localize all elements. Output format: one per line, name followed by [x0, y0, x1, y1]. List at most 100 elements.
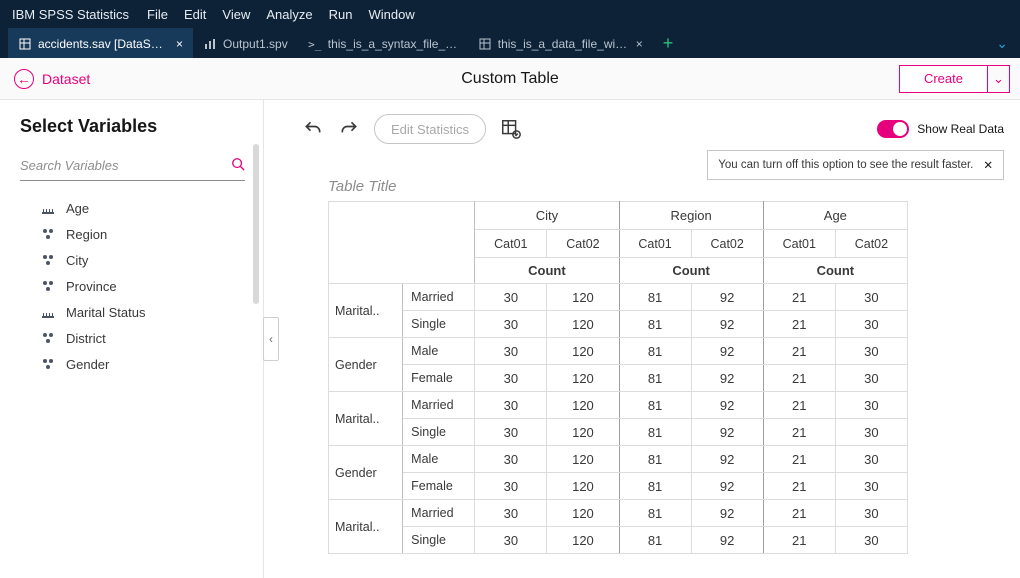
tab-type-icon: >_: [308, 37, 322, 51]
cell: 21: [763, 365, 835, 392]
back-to-dataset-link[interactable]: ← Dataset: [14, 69, 90, 89]
table-row: Marital..Married3012081922130: [329, 500, 908, 527]
cell: 21: [763, 311, 835, 338]
show-real-data-toggle[interactable]: [877, 120, 909, 138]
row-group: Gender: [329, 446, 403, 500]
edit-statistics-button[interactable]: Edit Statistics: [374, 114, 486, 144]
variable-item[interactable]: Region: [40, 221, 245, 247]
cell: 92: [691, 446, 763, 473]
cell: 30: [835, 473, 907, 500]
cell: 21: [763, 446, 835, 473]
cell: 120: [547, 527, 619, 554]
variable-item[interactable]: City: [40, 247, 245, 273]
tab-type-icon: [478, 37, 492, 51]
menu-run[interactable]: Run: [329, 7, 353, 22]
variable-item[interactable]: District: [40, 325, 245, 351]
cell: 30: [475, 446, 547, 473]
menu-analyze[interactable]: Analyze: [266, 7, 312, 22]
tab-3[interactable]: this_is_a_data_file_with_a_long ×: [468, 28, 653, 58]
cell: 30: [475, 338, 547, 365]
row-group: Marital..: [329, 500, 403, 554]
cell: 30: [475, 419, 547, 446]
hint-text: You can turn off this option to see the …: [718, 159, 973, 171]
measure-icon: [40, 332, 56, 344]
variable-item[interactable]: Province: [40, 273, 245, 299]
tabs-overflow-button[interactable]: ⌄: [996, 35, 1008, 52]
cell: 92: [691, 419, 763, 446]
cell: 30: [835, 527, 907, 554]
new-tab-button[interactable]: +: [653, 28, 684, 58]
col-cat: Cat01: [475, 230, 547, 258]
tab-2[interactable]: >_ this_is_a_syntax_file_with_a_lo…: [298, 28, 468, 58]
page-header: ← Dataset Custom Table Create ⌄: [0, 58, 1020, 100]
cell: 21: [763, 500, 835, 527]
cell: 81: [619, 446, 691, 473]
table-row: Single3012081922130: [329, 527, 908, 554]
variable-item[interactable]: Gender: [40, 351, 245, 377]
tab-1[interactable]: Output1.spv: [193, 28, 298, 58]
variables-scrollbar[interactable]: [253, 144, 259, 304]
cell: 81: [619, 311, 691, 338]
table-options-icon[interactable]: [500, 118, 522, 140]
measure-icon: [40, 306, 56, 318]
tab-label: this_is_a_syntax_file_with_a_lo…: [328, 37, 458, 51]
measure-icon: [40, 358, 56, 370]
tab-label: accidents.sav [DataSet1]*: [38, 37, 168, 51]
table-row: Female3012081922130: [329, 365, 908, 392]
cell: 92: [691, 473, 763, 500]
cell: 92: [691, 365, 763, 392]
tab-type-icon: [18, 37, 32, 51]
col-cat: Cat02: [835, 230, 907, 258]
menu-edit[interactable]: Edit: [184, 7, 206, 22]
variable-name: Province: [66, 279, 117, 294]
row-cat: Male: [403, 446, 475, 473]
cell: 21: [763, 284, 835, 311]
cell: 92: [691, 527, 763, 554]
variable-item[interactable]: Marital Status: [40, 299, 245, 325]
cell: 30: [835, 500, 907, 527]
cell: 81: [619, 392, 691, 419]
menu-file[interactable]: File: [147, 7, 168, 22]
cell: 21: [763, 338, 835, 365]
create-button[interactable]: Create: [899, 65, 988, 93]
search-variables-field[interactable]: [20, 153, 245, 181]
cell: 81: [619, 500, 691, 527]
cell: 21: [763, 473, 835, 500]
cell: 120: [547, 284, 619, 311]
count-header: Count: [619, 258, 763, 284]
cell: 30: [835, 446, 907, 473]
canvas-toolbar: Edit Statistics Show Real Data: [302, 114, 1004, 144]
row-group: Marital..: [329, 284, 403, 338]
cell: 120: [547, 338, 619, 365]
cell: 30: [475, 365, 547, 392]
search-input[interactable]: [20, 158, 231, 173]
create-dropdown-button[interactable]: ⌄: [988, 65, 1010, 93]
col-group: City: [475, 202, 619, 230]
count-header: Count: [475, 258, 619, 284]
pivot-table: CityRegionAgeCat01Cat02Cat01Cat02Cat01Ca…: [328, 201, 908, 554]
cell: 92: [691, 284, 763, 311]
cell: 81: [619, 365, 691, 392]
cell: 120: [547, 500, 619, 527]
undo-button[interactable]: [302, 118, 324, 140]
cell: 30: [475, 311, 547, 338]
cell: 30: [835, 392, 907, 419]
hint-close-button[interactable]: ✕: [983, 158, 993, 172]
variables-panel: Select Variables Age Region City Provinc…: [0, 100, 264, 578]
row-group: Marital..: [329, 392, 403, 446]
table-title-placeholder[interactable]: Table Title: [328, 178, 1004, 195]
col-cat: Cat01: [619, 230, 691, 258]
tab-close-button[interactable]: ×: [636, 37, 643, 51]
cell: 120: [547, 365, 619, 392]
menu-window[interactable]: Window: [368, 7, 414, 22]
col-cat: Cat02: [691, 230, 763, 258]
variable-item[interactable]: Age: [40, 195, 245, 221]
menu-view[interactable]: View: [222, 7, 250, 22]
back-label: Dataset: [42, 71, 90, 87]
tab-close-button[interactable]: ×: [176, 37, 183, 51]
tab-0[interactable]: accidents.sav [DataSet1]* ×: [8, 28, 193, 58]
row-group: Gender: [329, 338, 403, 392]
redo-button[interactable]: [338, 118, 360, 140]
page-title: Custom Table: [461, 70, 559, 88]
cell: 120: [547, 311, 619, 338]
